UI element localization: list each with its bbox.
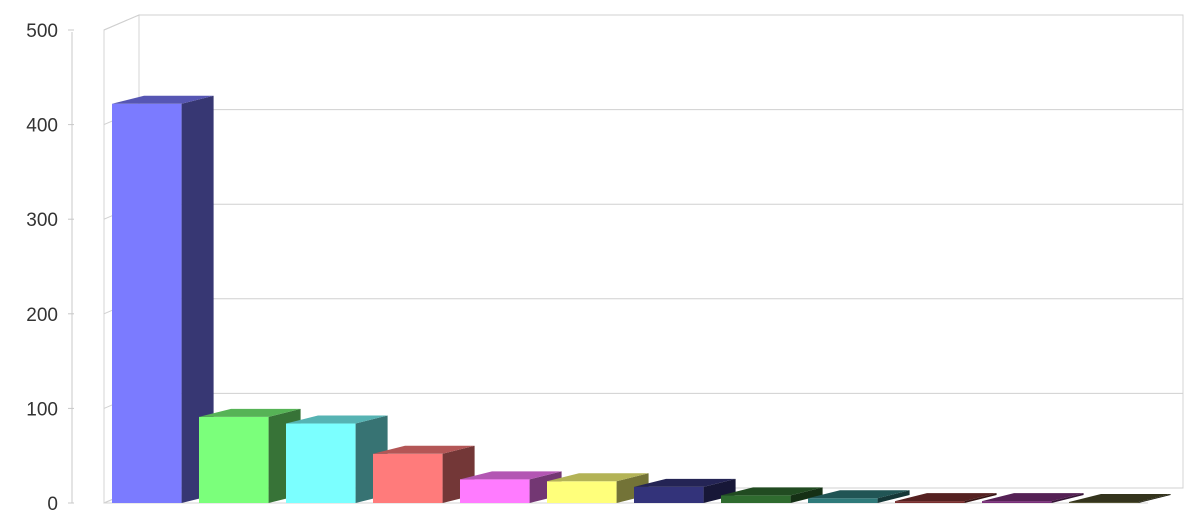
bar-side-face (964, 493, 997, 503)
bar-top-face (112, 95, 214, 104)
bar-5 (460, 471, 562, 503)
bar-side-face (790, 487, 823, 503)
bar-top-face (808, 490, 910, 499)
gridline (103, 14, 1183, 31)
bar-top-face (373, 445, 475, 454)
bar-front-face (460, 479, 530, 503)
bar-12 (1069, 494, 1171, 503)
y-tick-label: 0 (47, 494, 58, 514)
bar-7 (634, 478, 736, 503)
bar-top-face (460, 471, 562, 480)
bar-front-face (199, 416, 269, 503)
bar-top-face (547, 473, 649, 482)
bar-6 (547, 473, 649, 503)
bar-top-face (1069, 494, 1171, 503)
bar-front-face (808, 498, 878, 503)
y-axis: 0 100 200 300 400 500 (26, 21, 1148, 515)
y-tick-label: 500 (26, 21, 58, 42)
bar-11 (982, 493, 1084, 503)
bar-top-face (634, 478, 736, 487)
y-tick-label: 300 (26, 210, 58, 231)
bar-front-face (547, 481, 617, 503)
bar-4 (373, 445, 475, 503)
bar-side-face (1051, 493, 1084, 503)
bar-8 (721, 487, 823, 503)
bar-top-face (199, 408, 301, 417)
y-tick-label: 100 (26, 399, 58, 420)
bar-series (112, 95, 1171, 504)
bar-top-face (895, 493, 997, 502)
bar-top-face (286, 415, 388, 424)
bar-2 (199, 408, 301, 503)
bar-9 (808, 490, 910, 503)
bar-front-face (721, 495, 791, 503)
bar-front-face (112, 103, 182, 504)
bar-front-face (982, 501, 1052, 503)
bar-top-face (721, 487, 823, 496)
y-tick-label: 200 (26, 305, 58, 326)
bar-front-face (373, 453, 443, 503)
bar-front-face (1069, 502, 1139, 503)
bar-3 (286, 415, 388, 503)
bar-front-face (286, 423, 356, 503)
bar-side-face (1138, 494, 1171, 503)
bar-1 (112, 95, 214, 504)
bar-side-face (181, 95, 214, 504)
y-tick-label: 400 (26, 116, 58, 137)
bar-front-face (895, 501, 965, 503)
bar-side-face (877, 490, 910, 503)
bar-top-face (982, 493, 1084, 502)
bar-10 (895, 493, 997, 503)
bar-front-face (634, 486, 704, 503)
